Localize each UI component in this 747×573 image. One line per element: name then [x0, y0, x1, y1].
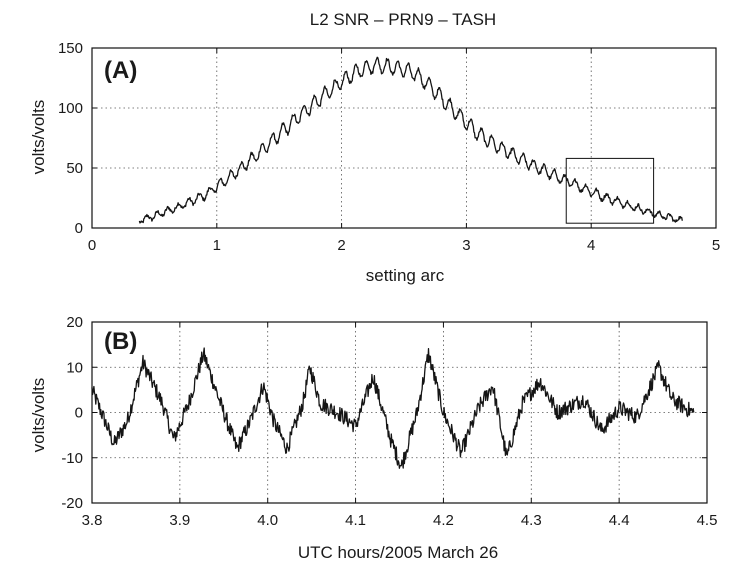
b-ytick-label: 0	[75, 405, 83, 422]
panel-a-title: L2 SNR – PRN9 – TASH	[310, 10, 496, 29]
panel-a-frame	[91, 47, 717, 229]
panel-a-ylabel: volts/volts	[29, 100, 48, 175]
b-ytick-label: -20	[61, 495, 83, 512]
b-xtick-label: 4.3	[521, 512, 542, 529]
b-ytick-label: 10	[66, 359, 83, 376]
panel-b-ylabel: volts/volts	[29, 378, 48, 453]
panel-a-series	[138, 56, 683, 224]
panel-b-letter: (B)	[104, 328, 137, 355]
panel-b-ticks: 3.8 3.9 4.0 4.1 4.2 4.3 4.4 4.5 -20 -10 0 10 20	[61, 314, 717, 529]
a-xtick-label: 0	[88, 237, 96, 254]
a-xtick-label: 3	[462, 237, 470, 254]
a-ytick-label: 150	[58, 40, 83, 57]
b-ytick-label: 20	[66, 314, 83, 331]
a-ytick-label: 50	[66, 160, 83, 177]
a-series-line	[138, 56, 683, 224]
b-xtick-label: 4.5	[697, 512, 718, 529]
b-xtick-label: 3.8	[82, 512, 103, 529]
a-zoom-box	[565, 157, 655, 224]
panel-a-letter: (A)	[104, 57, 137, 84]
a-xtick-label: 1	[213, 237, 221, 254]
b-series-line	[91, 347, 695, 469]
b-xtick-label: 4.4	[609, 512, 630, 529]
panel-b-series	[91, 347, 695, 469]
a-xtick-label: 2	[337, 237, 345, 254]
panel-a-grid	[92, 48, 716, 228]
panel-a-annotations	[565, 157, 655, 224]
b-ytick-label: -10	[61, 450, 83, 467]
a-ytick-label: 100	[58, 100, 83, 117]
a-xtick-label: 4	[587, 237, 595, 254]
a-xtick-label: 5	[712, 237, 720, 254]
b-xtick-label: 4.1	[345, 512, 366, 529]
a-ytick-label: 0	[75, 220, 83, 237]
b-xtick-label: 3.9	[169, 512, 190, 529]
panel-b-xlabel: UTC hours/2005 March 26	[298, 543, 498, 562]
b-xtick-label: 4.0	[257, 512, 278, 529]
b-xtick-label: 4.2	[433, 512, 454, 529]
panel-a-xlabel: setting arc	[366, 266, 445, 285]
